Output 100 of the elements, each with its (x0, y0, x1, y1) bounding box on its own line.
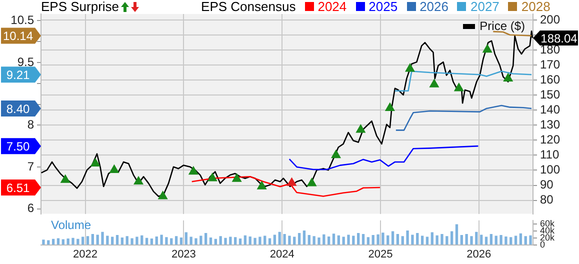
bar (312, 236, 316, 245)
bar (165, 237, 168, 245)
bar (52, 238, 55, 245)
bar (101, 232, 104, 245)
bar (436, 235, 438, 245)
legend-label: 2028 (521, 0, 550, 14)
bar (238, 238, 242, 245)
x-tick-label: 2025 (368, 248, 393, 260)
bar (258, 236, 262, 245)
bar (278, 232, 281, 245)
bar (219, 236, 222, 245)
bar (106, 236, 109, 245)
legend-label: Price ($) (480, 19, 525, 33)
annotation: Volume (51, 218, 92, 232)
bar (66, 238, 70, 245)
bar (184, 232, 188, 245)
bar (519, 233, 522, 245)
bar (484, 236, 488, 245)
bar (174, 236, 178, 245)
bar (396, 234, 400, 245)
bar (416, 232, 419, 245)
bar (391, 231, 394, 245)
x-tick-label: 2022 (73, 248, 98, 260)
legend-label: 2027 (470, 0, 500, 14)
bar (254, 238, 256, 245)
bar (62, 239, 64, 245)
bar (357, 232, 360, 245)
bar (382, 232, 384, 245)
bar (264, 236, 266, 245)
bar (229, 236, 232, 245)
bar (298, 232, 301, 245)
bar (145, 238, 148, 245)
bar (194, 238, 198, 245)
point (385, 102, 394, 111)
bar (465, 234, 468, 245)
bar (160, 234, 163, 245)
y-tick-label: 7 (27, 159, 34, 174)
bar (200, 236, 202, 245)
bar (268, 238, 272, 245)
point (430, 79, 439, 88)
point (134, 176, 144, 185)
bar (293, 236, 296, 245)
bar (81, 236, 84, 245)
bar (150, 238, 154, 245)
y-tick-label: 6 (27, 201, 34, 216)
bar (308, 235, 310, 245)
bar (401, 236, 404, 245)
point (331, 150, 341, 158)
bar (214, 238, 217, 245)
point (504, 73, 513, 82)
point (405, 64, 415, 72)
bar (430, 232, 434, 245)
bar (224, 238, 227, 245)
bar (490, 234, 493, 245)
bar (342, 236, 345, 245)
point (188, 166, 198, 175)
bar (111, 236, 114, 245)
bar (510, 237, 512, 245)
y2-tick-label: 200 (540, 12, 560, 26)
bar (352, 236, 355, 245)
point (158, 191, 168, 200)
point (287, 178, 296, 186)
y-tick-label: 9.21 (6, 68, 30, 82)
bar (86, 236, 90, 245)
y-tick-label: 8.40 (6, 102, 30, 116)
point (482, 44, 492, 53)
bar (116, 235, 119, 245)
bar (234, 237, 237, 245)
point (356, 124, 366, 133)
bar (56, 238, 60, 245)
bar (42, 240, 45, 245)
bar (504, 236, 508, 245)
point (454, 83, 464, 92)
bar (91, 234, 94, 245)
y2-tick-label: 80 (540, 192, 554, 207)
y2-tick-label: 90 (540, 178, 554, 192)
bar (204, 232, 208, 245)
x-tick-label: 2023 (171, 248, 196, 260)
y-tick-label: 7.50 (6, 139, 30, 154)
bar (347, 234, 350, 245)
bar (362, 234, 365, 245)
bar (302, 230, 306, 245)
point (257, 181, 266, 190)
bar (386, 235, 390, 245)
bar (406, 230, 409, 245)
y-tick-label: 10.14 (2, 29, 34, 44)
bar (376, 234, 380, 245)
bar (440, 234, 444, 245)
bar (140, 235, 144, 245)
point (307, 178, 316, 186)
bar (170, 238, 173, 245)
bar (480, 234, 483, 245)
bar (446, 236, 448, 245)
point (208, 173, 217, 182)
y2-tick-label: 160 (540, 72, 560, 86)
bar (136, 236, 138, 245)
point (90, 158, 100, 167)
bar (426, 236, 429, 245)
y2-tick-label: 140 (540, 102, 560, 116)
bar (209, 238, 212, 245)
